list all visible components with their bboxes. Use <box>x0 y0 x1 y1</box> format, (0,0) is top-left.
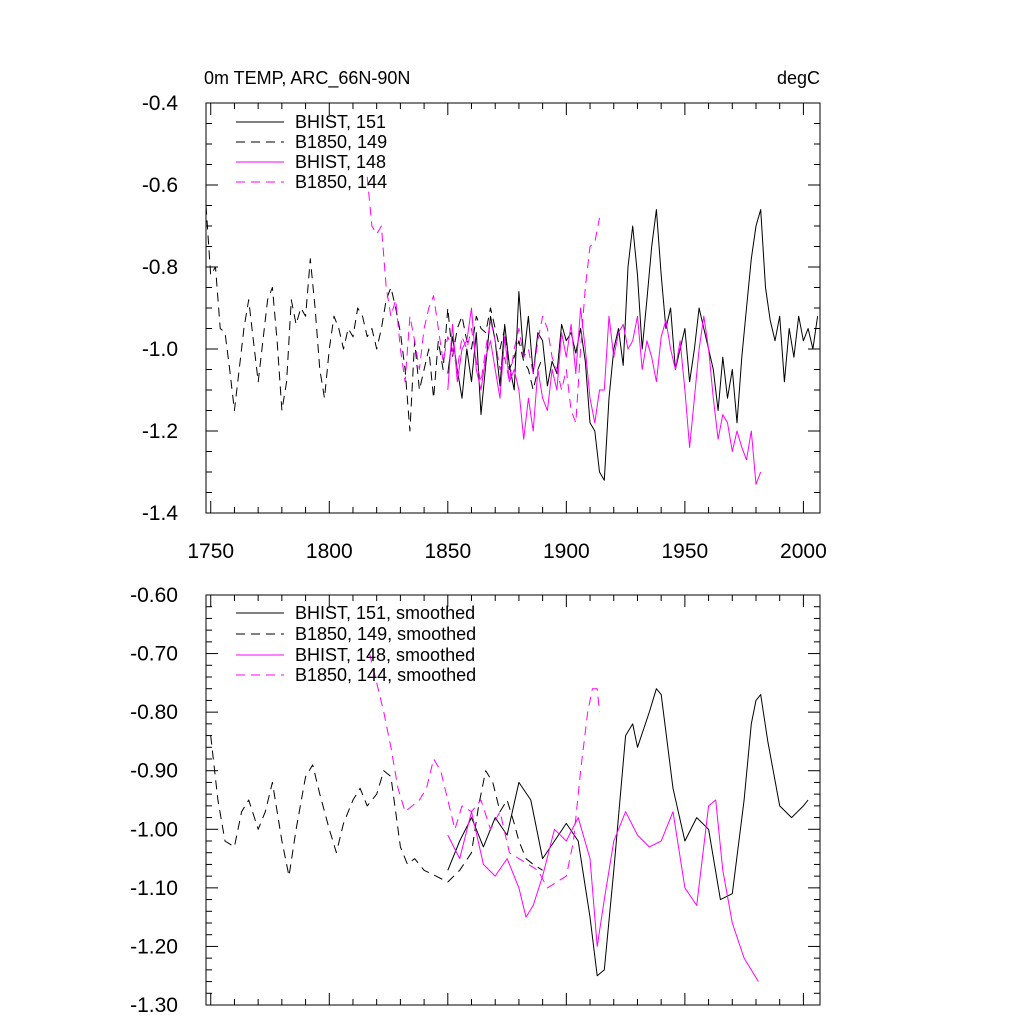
series-layer <box>210 653 809 982</box>
legend-label: BHIST, 151 <box>295 112 386 132</box>
legend: BHIST, 151 B1850, 149 BHIST, 148 B1850, … <box>236 112 387 192</box>
y-tick-label: -0.6 <box>142 174 178 197</box>
series-line-bhist-151 <box>447 209 819 481</box>
x-tick-label: 1950 <box>662 540 709 563</box>
top-chart: 0m TEMP, ARC_66N-90N degC 1750 1800 1850 19… <box>142 68 827 563</box>
y-tick-label: -1.30 <box>130 994 178 1017</box>
series-line-b1850-144-smoothed <box>369 653 600 889</box>
y-tick-label: -1.10 <box>130 877 178 900</box>
y-tick-label: -1.0 <box>142 338 178 361</box>
series-line-b1850-149 <box>205 205 544 432</box>
plot-frame <box>205 594 821 1006</box>
legend-label: BHIST, 148, smoothed <box>295 645 475 665</box>
series-line-bhist-148-smoothed <box>447 799 759 982</box>
y-tick-label: -1.20 <box>130 935 178 958</box>
x-tick-label: 1750 <box>187 540 234 563</box>
series-line-b1850-144 <box>366 176 600 424</box>
y-tick-label: -0.70 <box>130 643 178 666</box>
chart-units: degC <box>777 68 820 88</box>
y-tick-label: -0.80 <box>130 701 178 724</box>
x-tick-label: 1900 <box>543 540 590 563</box>
legend: BHIST, 151, smoothed B1850, 149, smoothe… <box>236 603 476 685</box>
x-tick-label: 1800 <box>306 540 353 563</box>
legend-label: BHIST, 148 <box>295 152 386 172</box>
series-line-b1850-149-smoothed <box>210 735 543 883</box>
bottom-chart: -1.30 -1.20 -1.10 -1.00 -0.90 -0.80 -0.70 -0.60… <box>130 584 821 1017</box>
series-line-bhist-148 <box>447 307 762 485</box>
series-line-bhist-151-smoothed <box>447 688 809 977</box>
y-tick-label: -0.4 <box>142 92 179 115</box>
y-tick-label: -1.00 <box>130 818 178 841</box>
tick-layer: -1.30 -1.20 -1.10 -1.00 -0.90 -0.80 -0.70 -0.60 <box>130 584 820 1017</box>
y-tick-label: -0.8 <box>142 256 178 279</box>
chart-title: 0m TEMP, ARC_66N-90N <box>204 68 410 89</box>
legend-label: B1850, 144, smoothed <box>295 665 476 685</box>
x-tick-label: 2000 <box>780 540 827 563</box>
y-tick-label: -1.2 <box>142 420 178 443</box>
x-tick-label: 1850 <box>424 540 471 563</box>
y-tick-label: -0.60 <box>130 584 178 607</box>
legend-label: B1850, 149 <box>295 132 387 152</box>
plot-frame <box>205 102 821 514</box>
tick-layer: 1750 1800 1850 1900 1950 2000 -1.4 -1.2 -1.0 -0.8… <box>142 92 827 563</box>
legend-label: BHIST, 151, smoothed <box>295 603 475 623</box>
legend-label: B1850, 144 <box>295 172 387 192</box>
y-tick-label: -1.4 <box>142 502 179 525</box>
legend-label: B1850, 149, smoothed <box>295 624 476 644</box>
y-tick-label: -0.90 <box>130 760 178 783</box>
series-layer <box>205 176 819 485</box>
